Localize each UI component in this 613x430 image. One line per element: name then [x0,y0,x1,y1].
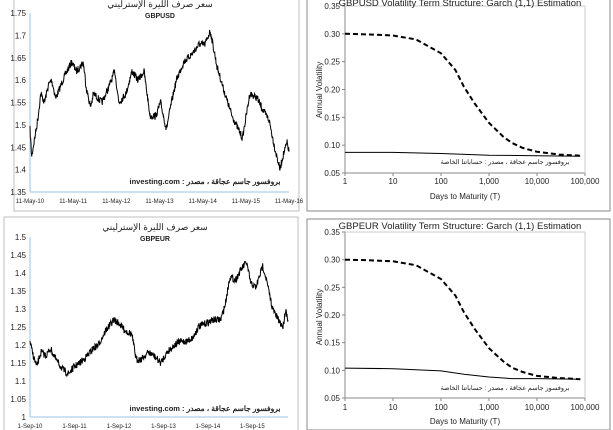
x-tick-label: 1-Sep-15 [240,424,265,430]
x-tick-label: 1,000 [479,403,500,412]
y-tick-label: 1.75 [10,9,26,18]
chart-3: 1 1.05 1.1 1.15 1.2 1.25 1.3 1.35 1.4 1.45 1.5 1-Se… [3,216,299,430]
series-solid-line [345,151,581,157]
y-tick-label: 1.2 [15,341,27,350]
x-tick-label: 11-May-12 [102,199,131,205]
chart-4: 0.05 0.10 0.15 0.20 0.25 0.30 0.35 1 10 100 1,000 1… [306,218,611,430]
series-dashed-line [344,32,581,157]
y-tick-label: 1.7 [15,31,27,40]
x-tick-label: 10,000 [525,403,550,412]
x-tick-label: 1 [343,177,348,186]
x-tick-label: 11-May-14 [189,199,218,205]
x-tick-label: 1-Sep-11 [62,424,87,430]
x-tick-label: 1 [343,403,348,412]
y-tick-label: 1.05 [10,395,26,404]
y-tick-label: 1.25 [10,323,26,332]
y-tick-label: 0.10 [324,366,340,375]
y-tick-label: 0.30 [324,30,340,39]
x-tick-label: 10 [389,177,398,186]
chart-title: سعر صرف الليرة الإسترليني [107,0,212,10]
source-annotation: بروفسور جاسم عجاقة ، مصدر : حساباتنا الخ… [441,384,570,392]
x-tick-label: 11-May-16 [275,199,304,205]
y-tick-label: 0.15 [324,113,340,122]
series-dashed-line [344,258,581,381]
y-tick-label: 1.4 [15,269,27,278]
y-tick-label: 1.35 [10,287,26,296]
y-tick-label: 1.35 [10,188,26,197]
y-tick-label: 1.3 [15,305,27,314]
x-tick-label: 10 [389,403,398,412]
y-tick-label: 1 [22,413,27,422]
y-tick-label: 0.05 [324,394,340,403]
chart-title: سعر صرف الليرة الإسترليني [102,222,207,233]
x-tick-label: 1-Sep-10 [18,424,43,430]
chart-subtitle: GBPUSD [145,13,175,20]
chart-subtitle: GBPEUR [140,236,170,243]
y-tick-label: 0.10 [324,141,340,150]
y-tick-label: 0.20 [324,311,340,320]
y-tick-label: 0.25 [324,58,340,67]
y-tick-label: 1.5 [15,121,27,130]
y-axis-label: Annual Volatility [315,289,324,345]
x-tick-label: 100,000 [571,177,600,186]
price-series-line [29,29,290,171]
chart-frame [306,218,611,430]
x-tick-label: 11-May-15 [232,199,261,205]
y-tick-label: 1.55 [10,99,26,108]
chart-1: 1.35 1.4 1.45 1.5 1.55 1.6 1.65 1.7 1.75 11-May-1… [10,0,304,212]
y-tick-label: 0.35 [324,2,340,11]
y-tick-label: 1.65 [10,54,26,63]
chart-frame [13,0,300,212]
y-axis-label: Annual Volatility [315,62,324,118]
chart-frame [306,0,611,212]
y-tick-label: 1.1 [15,377,27,386]
x-tick-label: 11-May-11 [59,199,87,205]
y-tick-label: 0.30 [324,256,340,265]
chart-title: GBPEUR Volatility Term Structure: Garch … [339,221,582,232]
x-tick-label: 1,000 [479,177,500,186]
y-tick-label: 0.35 [324,228,340,237]
y-tick-label: 1.5 [15,233,27,242]
x-tick-label: 100,000 [571,403,600,412]
x-tick-label: 10,000 [525,177,550,186]
y-tick-label: 0.20 [324,86,340,95]
series-solid-line [344,367,581,380]
y-tick-label: 1.45 [10,251,26,260]
y-tick-label: 1.15 [10,359,26,368]
source-annotation: بروفسور جاسم عجاقة ، مصدر : حساباتنا الخ… [441,158,570,166]
chart-frame [3,216,299,430]
y-tick-label: 1.45 [10,143,26,152]
x-tick-label: 100 [434,177,448,186]
x-tick-label: 11-May-13 [145,199,174,205]
source-annotation: investing.com : بروفسور جاسم عجاقة ، مصد… [130,404,281,414]
price-series-line [29,260,289,378]
x-tick-label: 11-May-10 [16,199,45,205]
y-tick-label: 0.15 [324,339,340,348]
x-axis-label: Days to Maturity (T) [430,417,501,426]
x-tick-label: 1-Sep-13 [151,424,176,430]
x-tick-label: 1-Sep-14 [196,424,221,430]
x-axis-label: Days to Maturity (T) [430,192,501,201]
y-tick-label: 1.4 [15,166,27,175]
y-tick-label: 0.25 [324,283,340,292]
y-tick-label: 1.6 [15,76,27,85]
x-tick-label: 100 [434,403,448,412]
source-annotation: investing.com : بروفسور جاسم عجاقة ، مصد… [130,177,281,187]
chart-title: GBPUSD Volatility Term Structure: Garch … [339,0,582,9]
chart-2: 0.05 0.10 0.15 0.20 0.25 0.30 0.35 1 10 100 1,000 1… [306,0,611,212]
y-tick-label: 0.05 [324,169,340,178]
x-tick-label: 1-Sep-12 [107,424,132,430]
